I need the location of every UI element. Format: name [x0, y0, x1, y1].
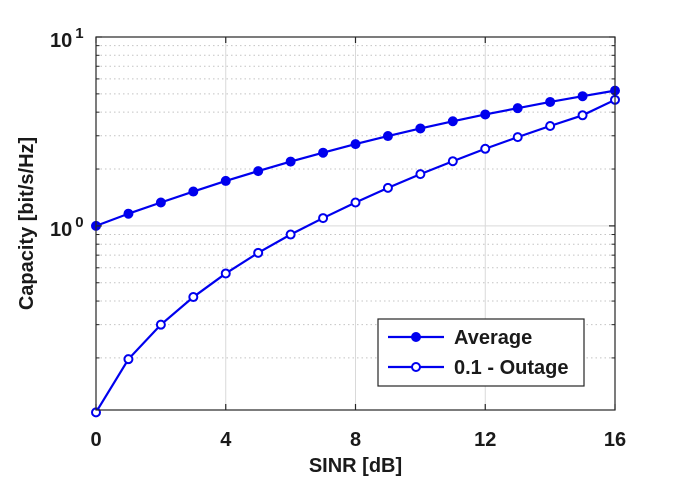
data-point: [285, 156, 296, 167]
data-point: [447, 156, 458, 167]
data-point: [577, 91, 588, 102]
data-point: [415, 169, 426, 180]
data-point: [253, 247, 264, 258]
data-point: [447, 116, 458, 127]
legend: Average 0.1 - Outage: [377, 318, 585, 387]
x-tick-label: 4: [220, 429, 232, 451]
data-point: [253, 166, 264, 177]
data-point: [188, 186, 199, 197]
data-point: [123, 208, 134, 219]
data-point: [350, 139, 361, 150]
data-point: [220, 175, 231, 186]
data-point: [480, 143, 491, 154]
data-point: [155, 197, 166, 208]
data-point: [545, 96, 556, 107]
x-tick-label: 12: [474, 429, 496, 451]
data-point: [415, 123, 426, 134]
data-point: [382, 182, 393, 193]
x-tick-label: 16: [604, 429, 626, 451]
data-point: [123, 354, 134, 365]
data-point: [285, 229, 296, 240]
y-tick-label: 10 0: [50, 214, 84, 241]
y-tick-label: 10 1: [50, 25, 84, 52]
data-point: [512, 103, 523, 114]
data-point: [318, 213, 329, 224]
data-point: [577, 110, 588, 121]
legend-box: [377, 318, 585, 387]
data-point: [318, 147, 329, 158]
x-tick-label: 0: [90, 429, 101, 451]
y-axis-label: Capacity [bit/s/Hz]: [16, 137, 38, 310]
data-point: [480, 109, 491, 120]
legend-label: 0.1 - Outage: [454, 357, 568, 379]
x-axis-label: SINR [dB]: [309, 455, 402, 477]
data-point: [382, 131, 393, 142]
legend-label: Average: [454, 327, 532, 349]
data-point: [512, 132, 523, 143]
data-point: [545, 120, 556, 131]
x-tick-label: 8: [350, 429, 361, 451]
data-point: [155, 319, 166, 330]
data-point: [220, 268, 231, 279]
data-point: [188, 292, 199, 303]
legend-marker: [411, 362, 421, 372]
data-point: [350, 197, 361, 208]
legend-marker: [411, 332, 421, 342]
